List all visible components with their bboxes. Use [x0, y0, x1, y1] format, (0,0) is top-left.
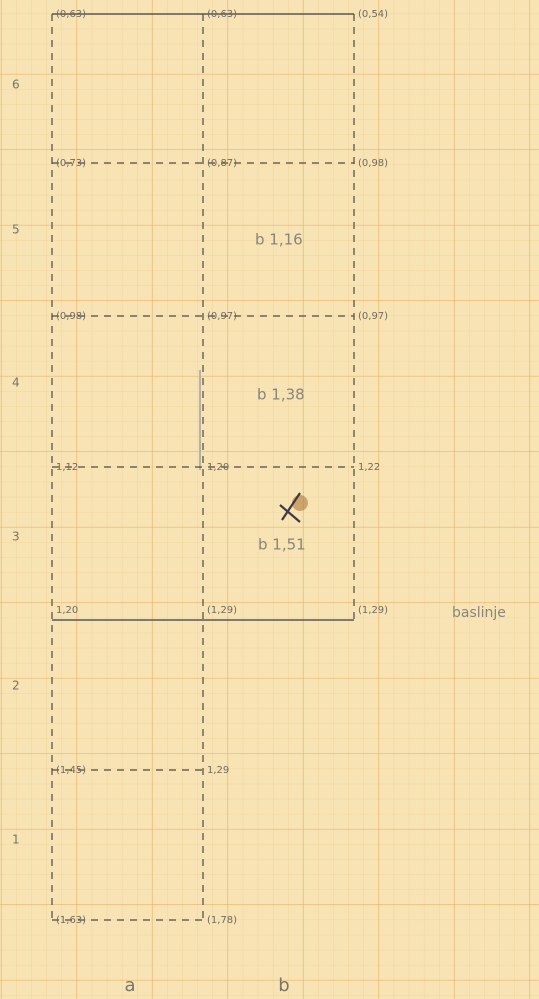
point-label: 1,20: [207, 462, 229, 473]
point-label: (0,63): [56, 9, 86, 20]
point-label: (1,29): [207, 605, 237, 616]
y-label: 6: [12, 78, 20, 92]
point-label: (0,98): [358, 158, 388, 169]
point-label: (0,97): [207, 311, 237, 322]
section-label: b 1,51: [258, 536, 306, 554]
y-label: 4: [12, 376, 20, 390]
baseline-label: baslinje: [452, 605, 506, 621]
point-label: (0,73): [56, 158, 86, 169]
point-label: 1,22: [358, 462, 380, 473]
point-label: (1,45): [56, 765, 86, 776]
cross-mark: [279, 492, 308, 523]
point-label: (1,78): [207, 915, 237, 926]
point-label: (0,54): [358, 9, 388, 20]
y-label: 1: [12, 833, 20, 847]
point-label: (1,63): [56, 915, 86, 926]
point-label: (0,98): [56, 311, 86, 322]
point-label: 1,29: [207, 765, 229, 776]
section-label: b 1,38: [257, 386, 305, 404]
point-label: (1,29): [358, 605, 388, 616]
point-label: (0,97): [358, 311, 388, 322]
section-label: b 1,16: [255, 231, 303, 249]
y-label: 5: [12, 223, 20, 237]
y-label: 2: [12, 679, 20, 693]
column-label: b: [278, 975, 289, 996]
column-label: a: [124, 975, 135, 996]
point-label: (0,87): [207, 158, 237, 169]
point-label: 1,12: [56, 462, 78, 473]
point-label: (0,63): [207, 9, 237, 20]
y-label: 3: [12, 530, 20, 544]
point-label: 1,20: [56, 605, 78, 616]
